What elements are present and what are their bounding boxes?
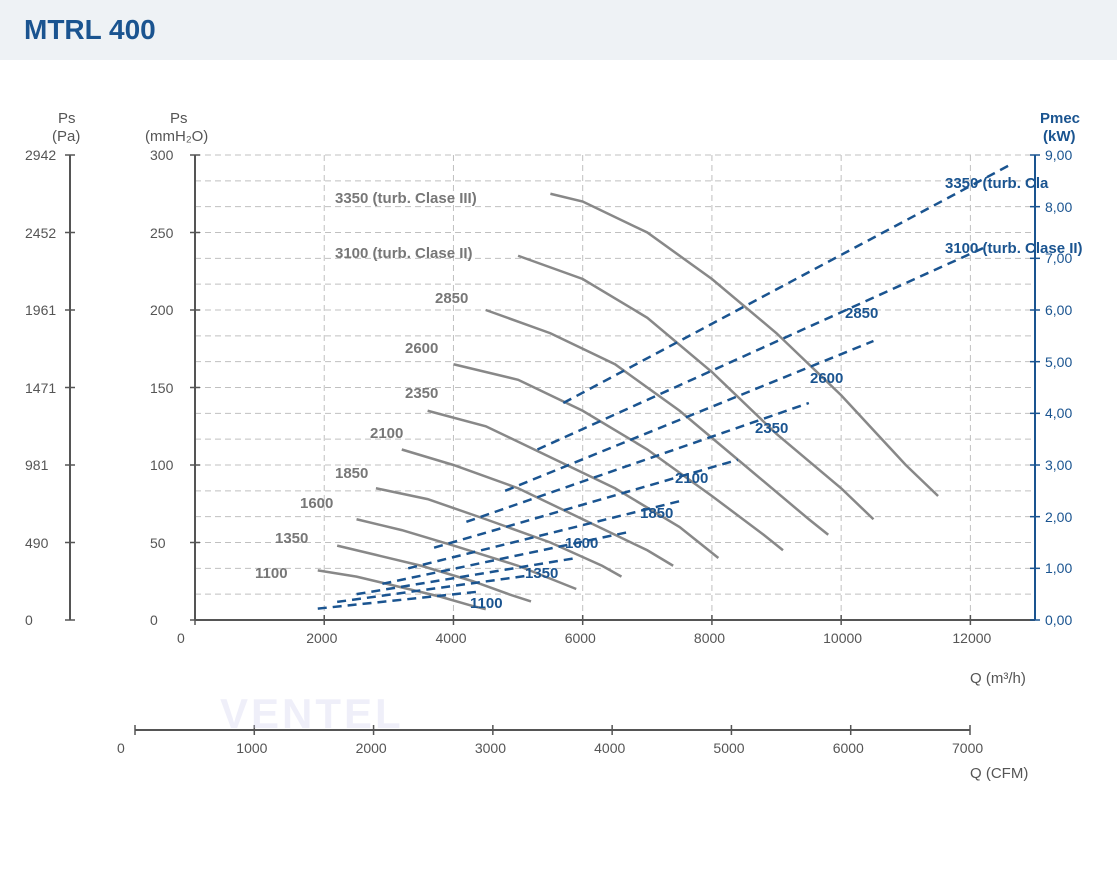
label: 0 (150, 612, 158, 628)
label: 2350 (755, 420, 788, 437)
label: 3000 (475, 740, 506, 756)
label: 3100 (turb. Clase II) (335, 245, 473, 262)
label: 4000 (435, 630, 466, 646)
label: Q (m³/h) (970, 670, 1026, 687)
label: 5,00 (1045, 354, 1072, 370)
label: 8,00 (1045, 199, 1072, 215)
label: 1100 (470, 595, 503, 612)
label: 5000 (713, 740, 744, 756)
label: 3350 (turb. Clase III) (335, 190, 477, 207)
label: 6000 (833, 740, 864, 756)
label: 2942 (25, 147, 56, 163)
label: 1600 (565, 535, 598, 552)
label: 3,00 (1045, 457, 1072, 473)
label: 2,00 (1045, 509, 1072, 525)
label: 1471 (25, 380, 56, 396)
label: 2850 (845, 305, 878, 322)
chart-header: MTRL 400 (0, 0, 1117, 60)
label: 1000 (236, 740, 267, 756)
label: 3350 (turb. Cla (945, 175, 1048, 192)
label: 1600 (300, 495, 333, 512)
label: 4,00 (1045, 405, 1072, 421)
label: 0,00 (1045, 612, 1072, 628)
label: 1961 (25, 302, 56, 318)
label: (Pa) (52, 128, 80, 145)
label: 2600 (810, 370, 843, 387)
label: 10000 (823, 630, 862, 646)
label: 1,00 (1045, 560, 1072, 576)
label: 1850 (335, 465, 368, 482)
label: (kW) (1043, 128, 1076, 145)
label: 9,00 (1045, 147, 1072, 163)
label: 6,00 (1045, 302, 1072, 318)
label: 2100 (370, 425, 403, 442)
label: 2000 (306, 630, 337, 646)
label: 1350 (275, 530, 308, 547)
label: 250 (150, 225, 173, 241)
label: 1100 (255, 565, 288, 582)
label: 2100 (675, 470, 708, 487)
label: 1350 (525, 565, 558, 582)
label: 7000 (952, 740, 983, 756)
label: 1850 (640, 505, 673, 522)
label: Ps (58, 110, 76, 127)
label: 0 (25, 612, 33, 628)
label: 2000 (356, 740, 387, 756)
label: 150 (150, 380, 173, 396)
label: 4000 (594, 740, 625, 756)
label: 0 (177, 630, 185, 646)
label: 50 (150, 535, 166, 551)
label: 0 (117, 740, 125, 756)
label: 2600 (405, 340, 438, 357)
label: 2350 (405, 385, 438, 402)
chart-container: Ps(Pa)Ps(mmH₂O)Pmec(kW)Q (m³/h)Q (CFM)04… (40, 90, 1090, 790)
label: Ps (170, 110, 188, 127)
chart-title: MTRL 400 (24, 14, 1093, 46)
label: Q (CFM) (970, 765, 1028, 782)
label: 300 (150, 147, 173, 163)
label: 3100 (turb. Clase II) (945, 240, 1083, 257)
label: 8000 (694, 630, 725, 646)
label: Pmec (1040, 110, 1080, 127)
label: 200 (150, 302, 173, 318)
label: 2850 (435, 290, 468, 307)
label: 981 (25, 457, 48, 473)
chart-svg (40, 90, 1090, 790)
label: 2452 (25, 225, 56, 241)
label: 490 (25, 535, 48, 551)
label: (mmH₂O) (145, 128, 208, 145)
label: 6000 (565, 630, 596, 646)
label: 100 (150, 457, 173, 473)
label: 12000 (952, 630, 991, 646)
